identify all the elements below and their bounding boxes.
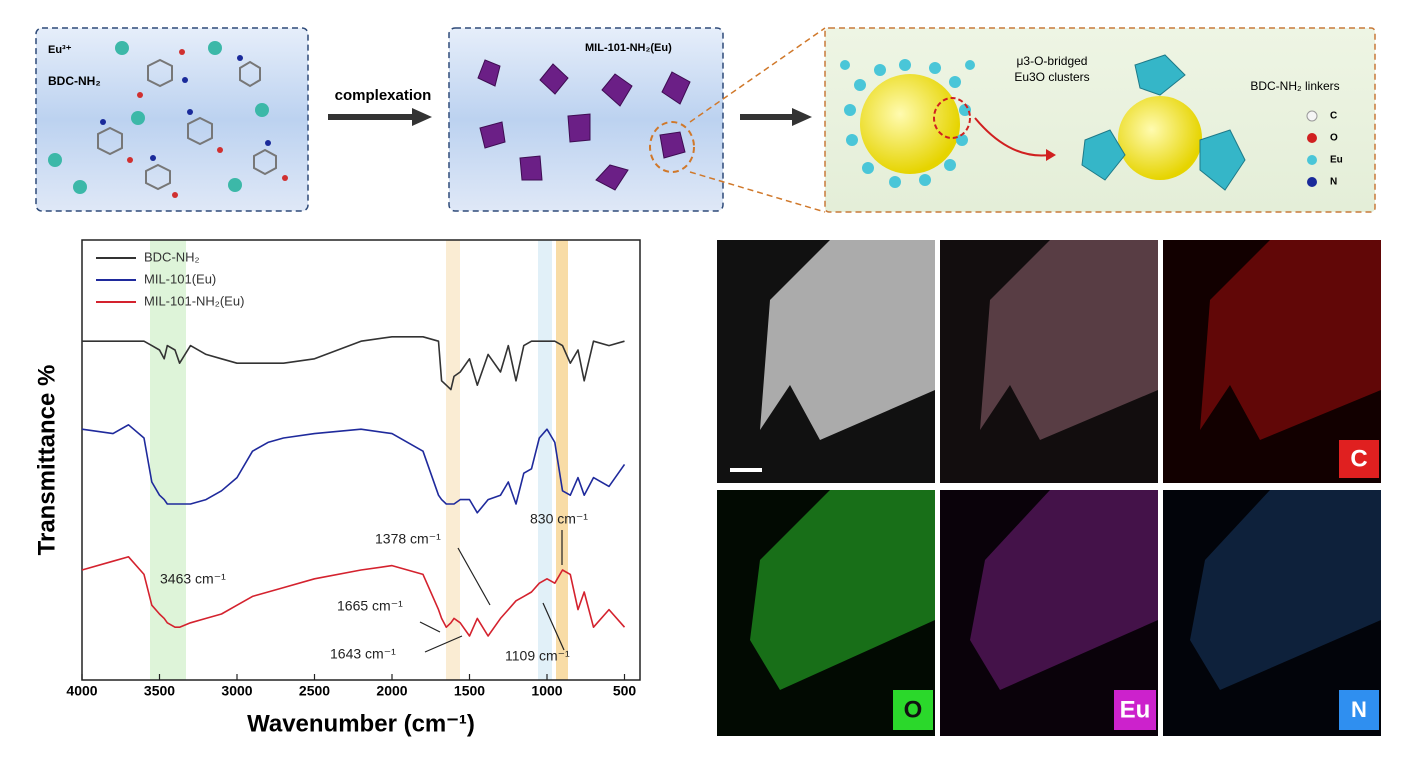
x-axis-label: Wavenumber (cm⁻¹)	[247, 710, 475, 737]
ftir-chart: Transmittance % Wavenumber (cm⁻¹) 4000 35…	[33, 239, 641, 737]
x-tick-label: 500	[613, 683, 637, 699]
highlight-band	[446, 240, 460, 680]
cage-sphere	[1118, 96, 1202, 180]
octahedra	[477, 59, 691, 191]
annotation-arrows	[419, 530, 565, 653]
legend-label: MIL-101-NH₂(Eu)	[144, 293, 244, 308]
cluster-label: Eu3O clusters	[1014, 70, 1089, 84]
map-label: N	[1351, 697, 1367, 722]
zoom-circle	[649, 121, 695, 173]
x-tick-label: 3000	[221, 683, 252, 699]
eds-panels: C O Eu N	[717, 240, 1381, 736]
nitrogen-atoms	[100, 55, 271, 161]
ion-label: Eu³⁺	[48, 44, 72, 56]
eu-ions	[48, 41, 269, 194]
zoom-line	[689, 171, 826, 213]
clusters	[840, 59, 975, 188]
spectrum-line	[81, 424, 626, 514]
map-label: O	[904, 696, 923, 723]
peak-annotation: 830 cm⁻¹	[530, 511, 588, 527]
map-label: C	[1350, 445, 1367, 472]
mof-label: MIL-101-NH₂(Eu)	[585, 42, 672, 54]
x-tick-label: 1000	[531, 683, 562, 699]
x-tick-label: 4000	[66, 683, 97, 699]
arrow-label: complexation	[335, 87, 432, 104]
highlight-band	[538, 240, 552, 680]
cage-sphere	[860, 74, 960, 174]
linker-label: BDC-NH₂ linkers	[1250, 79, 1339, 93]
zoom-line	[689, 27, 826, 123]
x-tick-label: 1500	[454, 683, 485, 699]
peak-annotation: 1665 cm⁻¹	[337, 598, 403, 614]
x-tick-label: 2000	[376, 683, 407, 699]
spectrum-line	[82, 336, 625, 391]
x-tick-label: 3500	[144, 683, 175, 699]
legend-label: Eu	[1330, 155, 1343, 166]
plot-frame	[81, 239, 641, 681]
linker-label: BDC-NH₂	[48, 74, 101, 88]
cluster-label: μ3-O-bridged	[1017, 54, 1088, 68]
peak-annotation: 1378 cm⁻¹	[375, 531, 441, 547]
oxygen-atoms	[127, 49, 288, 198]
peak-annotation: 3463 cm⁻¹	[160, 571, 226, 587]
highlight-band	[150, 240, 186, 680]
arrow	[740, 108, 812, 126]
legend-label: N	[1330, 177, 1337, 188]
highlight-circle	[933, 97, 971, 139]
arrow-head	[1046, 149, 1056, 161]
spectrum-line	[81, 556, 626, 637]
arrow	[974, 117, 1051, 157]
atom-legend: C O Eu N	[1306, 110, 1343, 188]
y-axis-label: Transmittance %	[33, 365, 60, 556]
linker-molecules	[97, 58, 277, 191]
arrow	[328, 108, 432, 126]
peak-annotation: 1643 cm⁻¹	[330, 646, 396, 662]
peak-annotation: 1109 cm⁻¹	[505, 648, 570, 664]
legend-label: MIL-101(Eu)	[144, 271, 216, 286]
legend-label: BDC-NH₂	[144, 249, 200, 264]
legend-label: C	[1330, 111, 1337, 122]
legend-label: O	[1330, 133, 1338, 144]
eu-polyhedra	[1081, 54, 1246, 191]
x-tick-label: 2500	[299, 683, 330, 699]
map-label: Eu	[1120, 696, 1151, 723]
